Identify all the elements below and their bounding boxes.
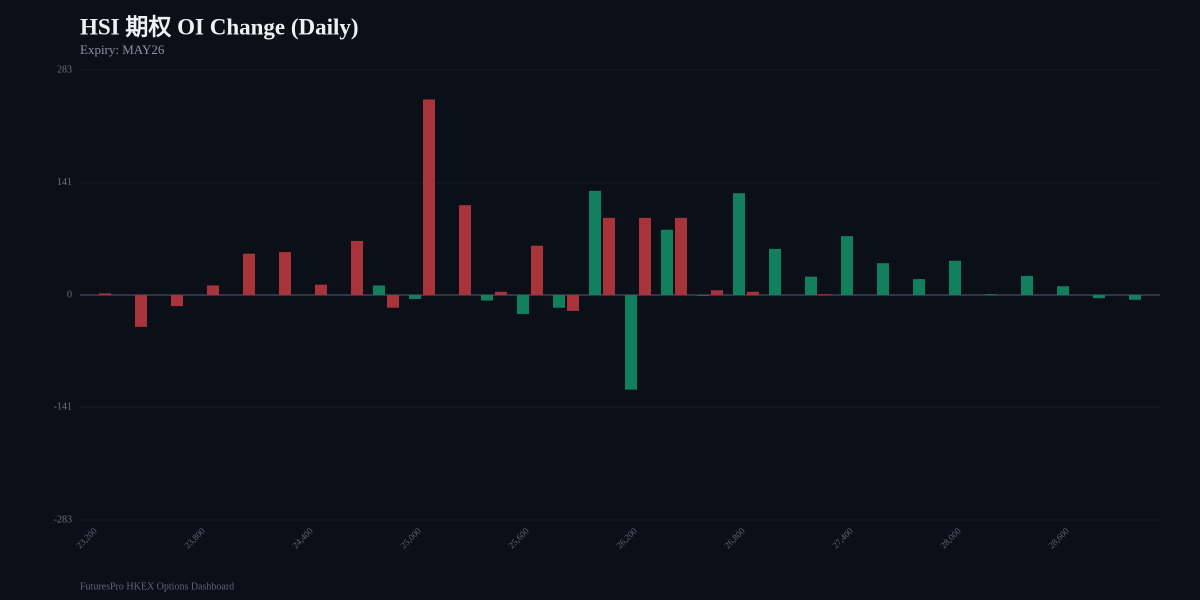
bar xyxy=(171,295,183,307)
bar xyxy=(625,295,637,390)
y-tick-label: 141 xyxy=(57,177,72,188)
bar xyxy=(481,295,493,301)
bar xyxy=(639,217,651,295)
bar xyxy=(459,205,471,295)
bar xyxy=(423,99,435,295)
bar xyxy=(517,295,529,315)
y-tick-label: -283 xyxy=(54,514,72,525)
bar xyxy=(675,217,687,295)
bar xyxy=(711,290,723,295)
bar xyxy=(841,236,853,295)
bar xyxy=(279,252,291,295)
bar xyxy=(409,295,421,299)
bar xyxy=(315,284,327,295)
bar xyxy=(747,291,759,295)
bar xyxy=(661,229,673,295)
bar xyxy=(99,293,111,295)
bar xyxy=(1093,295,1105,299)
bar xyxy=(135,295,147,327)
bar xyxy=(877,263,889,295)
bar xyxy=(733,193,745,295)
y-tick-label: -141 xyxy=(54,401,72,412)
bar xyxy=(387,295,399,308)
bar xyxy=(1021,275,1033,295)
bar xyxy=(1129,295,1141,300)
bar xyxy=(495,291,507,295)
bar xyxy=(373,285,385,295)
bar xyxy=(819,294,831,295)
bar xyxy=(769,248,781,295)
bar xyxy=(243,253,255,295)
bar xyxy=(207,285,219,295)
bar xyxy=(949,260,961,295)
footer: FuturesPro HKEX Options Dashboard xyxy=(80,581,234,592)
bar xyxy=(913,279,925,295)
bar xyxy=(603,217,615,295)
bar xyxy=(553,295,565,308)
bar xyxy=(351,240,363,295)
bar xyxy=(531,245,543,295)
bar xyxy=(1057,286,1069,295)
bar xyxy=(805,276,817,295)
y-tick-label: 0 xyxy=(67,289,72,300)
chart-title: HSI 期权 OI Change (Daily) xyxy=(80,14,359,39)
y-tick-label: 283 xyxy=(57,64,72,75)
bar xyxy=(567,295,579,311)
bar xyxy=(589,190,601,295)
chart-subtitle: Expiry: MAY26 xyxy=(80,42,165,57)
bar xyxy=(697,295,709,296)
bar xyxy=(985,294,997,295)
